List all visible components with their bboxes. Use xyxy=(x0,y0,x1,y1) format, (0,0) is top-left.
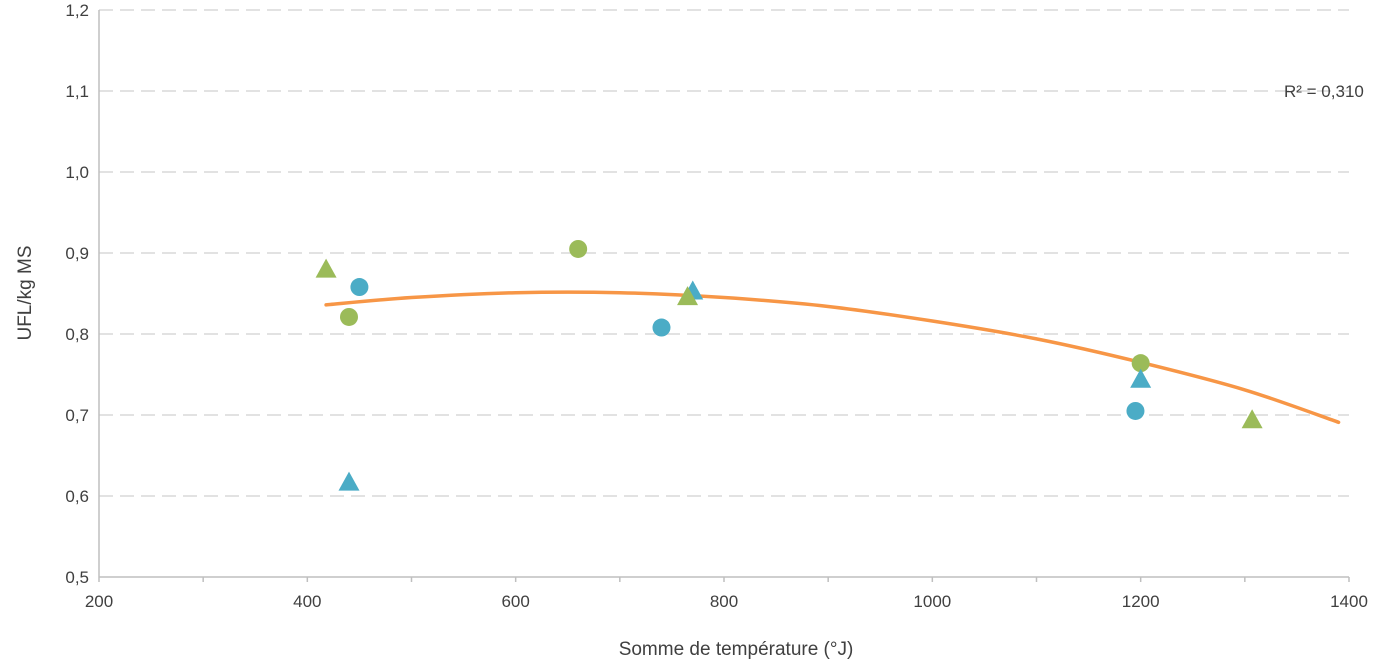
y-tick-label: 0,5 xyxy=(65,568,89,587)
x-tick-label: 1200 xyxy=(1122,592,1160,611)
data-points xyxy=(315,239,1263,491)
y-tick-label: 0,9 xyxy=(65,244,89,263)
x-tick-label: 600 xyxy=(501,592,529,611)
y-tick-label: 1,1 xyxy=(65,82,89,101)
data-point-circle xyxy=(1131,354,1150,373)
trendline-r2-label: R² = 0,310 xyxy=(1284,82,1364,101)
data-point-circle xyxy=(340,307,358,326)
y-tick-label: 1,0 xyxy=(65,163,89,182)
x-axis-title: Somme de température (°J) xyxy=(619,639,854,660)
y-axis-title: UFL/kg MS xyxy=(15,245,36,340)
x-tick-label: 400 xyxy=(293,592,321,611)
tick-labels: 0,5 0,6 0,7 0,8 0,9 1,0 1,1 1,2 200 400 600 800 1000… xyxy=(65,1,1368,611)
y-tick-label: 0,8 xyxy=(65,325,89,344)
data-point-triangle xyxy=(315,258,337,278)
data-point-circle xyxy=(350,278,369,297)
data-point-triangle xyxy=(677,286,699,306)
y-tick-label: 0,7 xyxy=(65,406,89,425)
x-tick-label: 1400 xyxy=(1330,592,1368,611)
data-point-circle xyxy=(569,239,588,258)
axes xyxy=(98,10,1350,582)
data-point-triangle xyxy=(1241,409,1263,429)
data-point-triangle xyxy=(338,471,360,491)
data-point-triangle xyxy=(1130,368,1152,388)
data-point-circle xyxy=(652,318,671,337)
y-tick-label: 0,6 xyxy=(65,487,89,506)
x-tick-label: 800 xyxy=(710,592,738,611)
x-tick-label: 200 xyxy=(85,592,113,611)
gridlines xyxy=(99,9,1349,497)
x-tick-label: 1000 xyxy=(913,592,951,611)
y-tick-label: 1,2 xyxy=(65,1,89,20)
data-point-circle xyxy=(1126,401,1145,420)
trendline-group xyxy=(324,290,1341,425)
trendline xyxy=(324,290,1341,425)
